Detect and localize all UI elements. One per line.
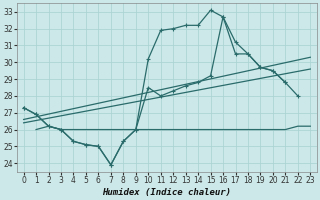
- X-axis label: Humidex (Indice chaleur): Humidex (Indice chaleur): [102, 188, 231, 197]
